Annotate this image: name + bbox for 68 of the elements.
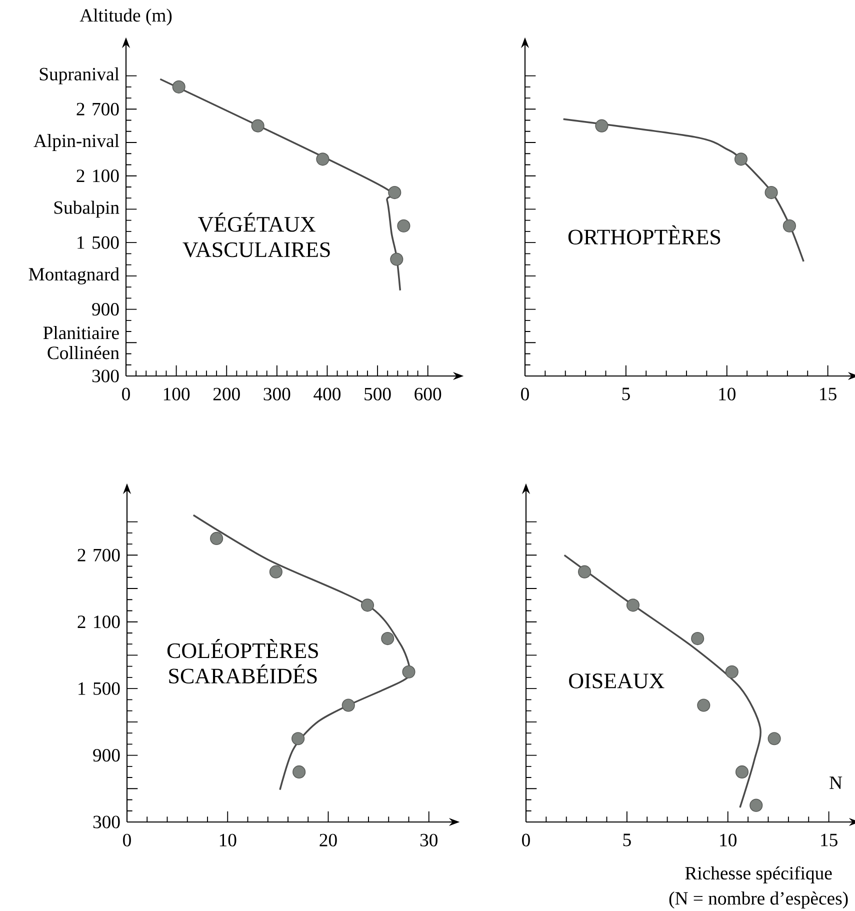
x-tick-label: 0 [122, 388, 130, 400]
point [734, 152, 748, 166]
point [381, 632, 394, 646]
x-tick-label: 15 [821, 834, 838, 846]
point [595, 119, 608, 132]
point [782, 219, 796, 232]
y-tick-label: Supranival [40, 67, 120, 84]
point [725, 665, 738, 678]
x-tick-label: 200 [213, 388, 240, 400]
y-tick-label: 900 [92, 302, 119, 316]
point [292, 765, 306, 778]
point [269, 565, 282, 578]
x-tick-label: 600 [414, 388, 442, 400]
point [768, 732, 781, 746]
point [397, 219, 410, 232]
y-tick-label: 2 700 [76, 102, 119, 116]
point [251, 119, 264, 132]
point [210, 532, 224, 546]
point [691, 632, 704, 646]
point [292, 732, 305, 746]
x-tick-label: 0 [521, 388, 529, 400]
y-tick-label: 2 700 [78, 548, 120, 562]
y-tick-label: 300 [92, 370, 119, 382]
point [172, 80, 186, 94]
y-tick-label: Planitiaire Collinéen [43, 326, 120, 360]
x-tick-label: 10 [719, 388, 736, 400]
y-axis-title: Altitude (m) [80, 8, 172, 26]
x-tick-label: 20 [320, 834, 337, 846]
x-tick-label: 10 [720, 834, 736, 846]
x-tick-label: 300 [264, 388, 290, 400]
point [388, 186, 402, 200]
y-tick-label: 1 500 [78, 682, 120, 695]
point [626, 598, 640, 612]
text: Richesse spécifique [685, 866, 832, 884]
x-tick-label: 5 [622, 388, 630, 400]
text: ORTHOPTÈRES [568, 225, 720, 244]
point [402, 665, 416, 678]
text: VÉGÉTAUX VASCULAIRES [182, 212, 330, 258]
y-tick-label: 1 500 [78, 236, 119, 249]
y-tick-label: Subalpin [54, 200, 120, 218]
y-tick-label: 2 100 [76, 170, 119, 182]
point [342, 698, 355, 712]
point [390, 252, 404, 266]
x-tick-label: 0 [123, 834, 131, 846]
x-axis-title: N [830, 776, 842, 789]
point [764, 186, 778, 200]
point [750, 798, 763, 812]
y-tick-label: Alpin-nival [34, 134, 120, 151]
y-tick-label: 900 [93, 748, 120, 762]
text: (N = nombre d’espèces) [669, 892, 848, 908]
x-tick-label: 0 [522, 834, 530, 846]
x-tick-label: 30 [420, 834, 438, 846]
x-tick-label: 400 [314, 388, 341, 400]
x-tick-label: 100 [164, 388, 190, 400]
text: OISEAUX [569, 674, 664, 688]
x-tick-label: 500 [364, 388, 391, 400]
y-tick-label: Montagnard [28, 267, 120, 284]
point [697, 698, 710, 712]
point [735, 765, 749, 778]
x-tick-label: 5 [623, 834, 631, 846]
point [360, 598, 374, 612]
y-tick-label: 2 100 [78, 616, 120, 628]
x-tick-label: 10 [220, 834, 236, 846]
point [578, 565, 592, 578]
text: COLÉOPTÈRES SCARABÉIDÉS [167, 639, 318, 684]
x-tick-label: 15 [820, 388, 836, 400]
point [316, 152, 330, 166]
y-tick-label: 300 [93, 816, 120, 828]
